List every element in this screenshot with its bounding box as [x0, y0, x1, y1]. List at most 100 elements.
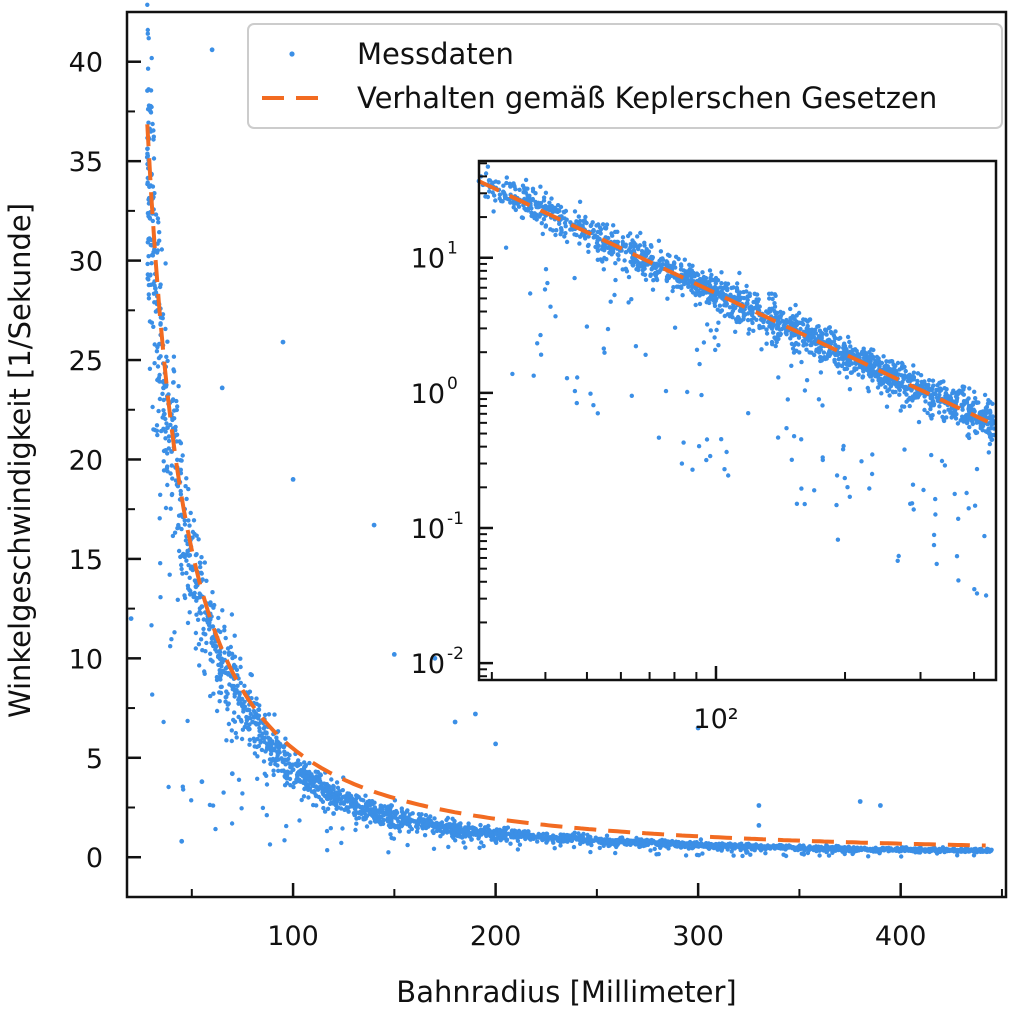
data-point	[971, 853, 977, 858]
inset-data-point	[834, 502, 839, 508]
data-point	[184, 496, 189, 502]
data-point	[865, 847, 870, 853]
data-point	[325, 806, 331, 811]
data-point	[386, 823, 392, 828]
data-point	[229, 612, 235, 617]
inset-data-point	[532, 211, 537, 216]
data-point	[481, 843, 486, 849]
inset-data-point	[699, 392, 704, 398]
inset-data-point	[816, 397, 822, 402]
data-point	[614, 838, 620, 844]
data-point	[270, 747, 276, 753]
inset-data-point	[719, 281, 724, 286]
inset-data-point	[902, 447, 907, 452]
inset-data-point	[679, 461, 685, 466]
inset-data-point	[681, 440, 686, 445]
inset-data-point	[676, 278, 681, 283]
data-point	[588, 849, 593, 855]
data-point	[252, 751, 258, 756]
inset-data-point	[929, 394, 935, 399]
data-point	[238, 680, 243, 686]
inset-data-point	[895, 558, 900, 563]
data-point	[248, 711, 253, 717]
data-point	[303, 779, 308, 784]
data-point	[208, 693, 213, 699]
inset-data-point	[553, 314, 558, 319]
outlier-point	[209, 47, 215, 53]
data-point	[655, 840, 660, 846]
data-point	[145, 66, 151, 71]
data-point	[273, 761, 278, 767]
inset-data-point	[628, 242, 633, 247]
inset-data-point	[673, 265, 678, 270]
data-point	[325, 796, 330, 802]
inset-data-point	[832, 335, 837, 340]
data-point	[477, 845, 482, 850]
inset-data-point	[921, 381, 926, 386]
data-point	[649, 837, 654, 843]
inset-data-point	[804, 337, 809, 342]
data-point	[364, 824, 370, 829]
inset-data-point	[759, 347, 764, 352]
data-point	[213, 644, 219, 649]
inset-data-point	[690, 467, 695, 472]
inset-data-point	[818, 370, 824, 375]
data-point	[743, 843, 748, 849]
data-point	[506, 831, 511, 836]
inset-data-point	[690, 290, 696, 295]
data-point	[236, 676, 241, 681]
data-point	[240, 791, 245, 796]
data-point	[153, 286, 158, 291]
data-point	[987, 847, 992, 853]
inset-data-point	[980, 428, 985, 433]
inset-data-point	[547, 200, 552, 205]
data-point	[346, 805, 351, 810]
inset-data-point	[855, 353, 860, 359]
data-point	[570, 832, 576, 837]
data-point	[264, 782, 270, 787]
inset-data-point	[859, 459, 864, 464]
inset-data-point	[583, 214, 588, 220]
inset-data-point	[737, 270, 742, 276]
data-point	[158, 561, 163, 566]
inset-data-point	[828, 329, 834, 335]
data-point	[367, 810, 372, 815]
inset-data-point	[522, 186, 527, 191]
inset-data-point	[572, 388, 578, 394]
data-point	[678, 845, 684, 850]
data-point	[156, 220, 161, 225]
inset-data-point	[539, 221, 544, 226]
data-point	[184, 558, 189, 563]
data-point	[147, 366, 153, 371]
inset-data-point	[650, 265, 655, 270]
data-point	[364, 801, 370, 807]
inset-data-point	[508, 184, 513, 189]
inset-data-point	[723, 303, 729, 308]
data-point	[180, 571, 185, 576]
inset-data-point	[611, 223, 616, 228]
inset-data-point	[779, 326, 784, 332]
data-point	[291, 780, 297, 786]
data-point	[152, 247, 157, 252]
data-point	[306, 777, 312, 782]
inset-data-point	[697, 361, 702, 367]
inset-data-point	[771, 330, 776, 335]
data-point	[218, 677, 223, 682]
data-point	[641, 838, 646, 844]
data-point	[145, 261, 150, 267]
data-point	[170, 397, 176, 402]
data-point	[167, 572, 172, 577]
inset-data-point	[586, 249, 591, 254]
inset-data-point	[490, 180, 496, 185]
data-point	[446, 829, 451, 834]
data-point	[181, 551, 186, 557]
data-point	[442, 824, 447, 830]
inset-data-point	[847, 339, 852, 345]
data-point	[260, 735, 266, 741]
inset-frame	[477, 159, 998, 682]
inset-data-point	[979, 411, 985, 416]
data-point	[933, 848, 938, 854]
outlier-point	[695, 725, 701, 731]
inset-data-point	[733, 317, 739, 322]
data-point	[188, 588, 193, 594]
